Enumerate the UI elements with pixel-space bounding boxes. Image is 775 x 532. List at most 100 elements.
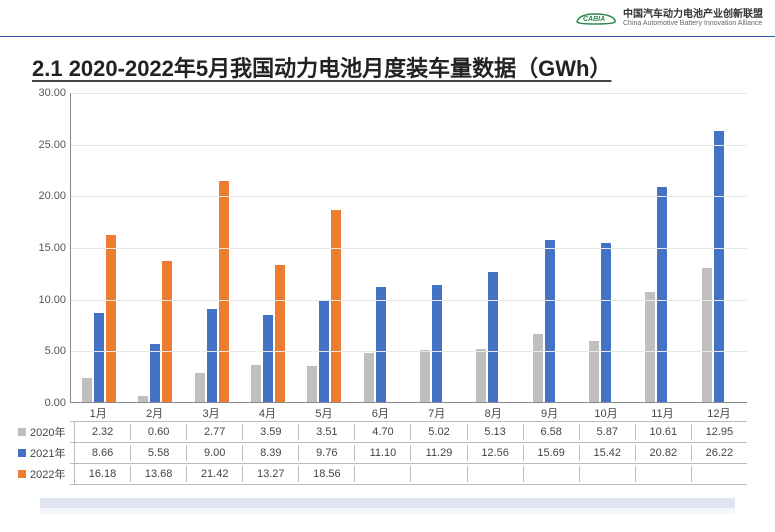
svg-text:CABIA: CABIA [583, 16, 605, 23]
bar [150, 344, 160, 402]
org-name-en: China Automotive Battery Innovation Alli… [623, 20, 763, 28]
table-cell: 16.18 [75, 466, 131, 482]
table-cell [468, 466, 524, 482]
bar [331, 210, 341, 402]
x-label: 6月 [352, 405, 408, 421]
car-icon: CABIA [573, 8, 617, 28]
header: CABIA 中国汽车动力电池产业创新联盟 China Automotive Ba… [0, 0, 775, 37]
table-cell [636, 466, 692, 482]
series-name: 2021年 [30, 445, 65, 461]
x-label: 2月 [126, 405, 182, 421]
table-row: 2020年2.320.602.773.593.514.705.025.136.5… [70, 422, 747, 443]
y-tick: 10.00 [38, 294, 66, 306]
x-label: 11月 [634, 405, 690, 421]
table-cell: 9.00 [187, 445, 243, 461]
x-label: 5月 [296, 405, 352, 421]
table-cell: 26.22 [692, 445, 747, 461]
table-cell: 5.58 [131, 445, 187, 461]
table-cell: 2.32 [75, 424, 131, 440]
y-tick: 15.00 [38, 242, 66, 254]
x-label: 4月 [239, 405, 295, 421]
table-cell: 0.60 [131, 424, 187, 440]
series-name: 2020年 [30, 424, 65, 440]
data-table: 2020年2.320.602.773.593.514.705.025.136.5… [70, 421, 747, 485]
y-tick: 25.00 [38, 139, 66, 151]
table-cell: 5.13 [468, 424, 524, 440]
bar [263, 315, 273, 402]
x-axis-labels: 1月2月3月4月5月6月7月8月9月10月11月12月 [70, 405, 747, 421]
table-cell: 3.59 [243, 424, 299, 440]
table-row: 2022年16.1813.6821.4213.2718.56 [70, 464, 747, 485]
table-cell: 3.51 [299, 424, 355, 440]
table-cell [580, 466, 636, 482]
table-cell: 8.39 [243, 445, 299, 461]
bar [657, 187, 667, 402]
table-cell: 5.87 [580, 424, 636, 440]
table-cell: 11.29 [411, 445, 467, 461]
bar [195, 373, 205, 402]
table-cell: 15.69 [524, 445, 580, 461]
y-tick: 30.00 [38, 87, 66, 99]
table-cell: 4.70 [355, 424, 411, 440]
table-cell: 10.61 [636, 424, 692, 440]
bar [702, 268, 712, 402]
bar [364, 353, 374, 402]
bar [138, 396, 148, 402]
x-label: 8月 [465, 405, 521, 421]
bar [106, 235, 116, 402]
bar [432, 285, 442, 402]
x-label: 1月 [70, 405, 126, 421]
table-cell: 13.27 [243, 466, 299, 482]
x-label: 9月 [521, 405, 577, 421]
series-name: 2022年 [30, 466, 65, 482]
table-cell: 20.82 [636, 445, 692, 461]
bar [488, 272, 498, 402]
legend-entry: 2021年 [16, 443, 75, 463]
legend-entry: 2022年 [16, 464, 75, 484]
bar [307, 366, 317, 402]
table-cell: 5.02 [411, 424, 467, 440]
x-label: 7月 [409, 405, 465, 421]
y-tick: 0.00 [45, 397, 66, 409]
x-label: 10月 [578, 405, 634, 421]
table-cell [524, 466, 580, 482]
table-cell: 8.66 [75, 445, 131, 461]
y-tick: 20.00 [38, 190, 66, 202]
legend-swatch [18, 449, 26, 457]
bar [714, 131, 724, 402]
table-cell: 15.42 [580, 445, 636, 461]
bar [420, 350, 430, 402]
bar [207, 309, 217, 402]
bar [82, 378, 92, 402]
bar [601, 243, 611, 402]
table-cell: 13.68 [131, 466, 187, 482]
bar [94, 313, 104, 402]
bar [275, 265, 285, 402]
table-cell [692, 466, 747, 482]
table-cell [411, 466, 467, 482]
table-row: 2021年8.665.589.008.399.7611.1011.2912.56… [70, 443, 747, 464]
bar [162, 261, 172, 402]
table-cell [355, 466, 411, 482]
bar [645, 292, 655, 402]
table-cell: 12.56 [468, 445, 524, 461]
plot-area [70, 93, 747, 403]
y-tick: 5.00 [45, 345, 66, 357]
table-cell: 2.77 [187, 424, 243, 440]
table-cell: 21.42 [187, 466, 243, 482]
x-label: 12月 [691, 405, 747, 421]
chart-area: 0.005.0010.0015.0020.0025.0030.00 [70, 93, 747, 403]
bar [376, 287, 386, 402]
bar [476, 349, 486, 402]
org-name-cn: 中国汽车动力电池产业创新联盟 [623, 9, 763, 20]
table-cell: 11.10 [355, 445, 411, 461]
table-cell: 18.56 [299, 466, 355, 482]
footer-stripe [40, 498, 735, 514]
legend-swatch [18, 428, 26, 436]
legend-entry: 2020年 [16, 422, 75, 442]
x-label: 3月 [183, 405, 239, 421]
table-cell: 6.58 [524, 424, 580, 440]
bar [533, 334, 543, 402]
page-title: 2.1 2020-2022年5月我国动力电池月度装车量数据（GWh） [0, 37, 775, 87]
bar [219, 181, 229, 402]
